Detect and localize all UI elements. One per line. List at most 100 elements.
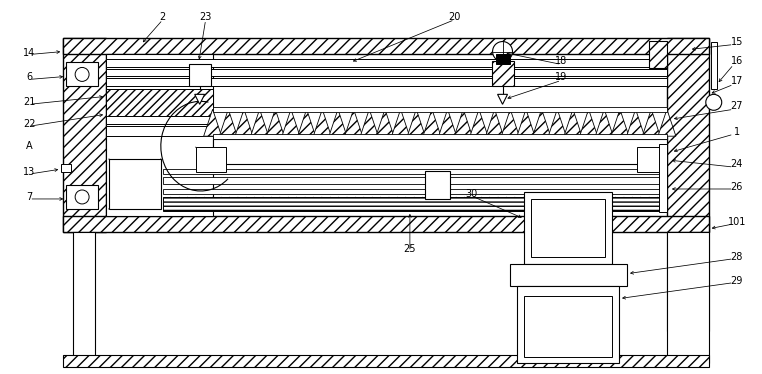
Polygon shape: [313, 109, 331, 136]
Bar: [425, 171, 450, 199]
Bar: [189, 64, 210, 86]
Bar: [163, 177, 667, 184]
Polygon shape: [642, 109, 660, 136]
Bar: [524, 192, 612, 264]
Polygon shape: [282, 109, 300, 136]
Bar: [524, 295, 612, 358]
Bar: [73, 232, 95, 364]
Bar: [711, 42, 717, 89]
Circle shape: [75, 190, 89, 204]
Bar: [66, 62, 98, 86]
Polygon shape: [658, 109, 676, 136]
Polygon shape: [517, 109, 535, 136]
Circle shape: [492, 42, 513, 61]
Bar: [667, 232, 709, 331]
Polygon shape: [344, 109, 363, 136]
Polygon shape: [470, 109, 488, 136]
Polygon shape: [392, 109, 410, 136]
Text: 29: 29: [731, 276, 743, 286]
Text: 101: 101: [728, 217, 746, 227]
Polygon shape: [203, 109, 222, 136]
Bar: [106, 55, 213, 216]
Bar: [109, 159, 161, 209]
Text: 15: 15: [731, 37, 743, 46]
Text: 1: 1: [734, 127, 740, 137]
Polygon shape: [533, 109, 551, 136]
Text: 16: 16: [731, 56, 743, 67]
Polygon shape: [408, 109, 425, 136]
Polygon shape: [235, 109, 253, 136]
Bar: [649, 40, 667, 68]
Text: 7: 7: [26, 192, 33, 202]
Polygon shape: [498, 94, 507, 104]
Text: 18: 18: [555, 56, 568, 67]
Bar: [213, 107, 667, 112]
Text: 13: 13: [23, 167, 36, 177]
Bar: [66, 185, 98, 209]
Polygon shape: [439, 109, 456, 136]
Text: 28: 28: [731, 252, 743, 262]
Text: 14: 14: [23, 47, 36, 58]
Polygon shape: [485, 109, 504, 136]
Text: 24: 24: [731, 159, 743, 169]
Polygon shape: [580, 109, 597, 136]
Bar: [517, 286, 619, 364]
Polygon shape: [564, 109, 582, 136]
Polygon shape: [626, 109, 645, 136]
Circle shape: [75, 67, 89, 82]
Polygon shape: [423, 109, 441, 136]
Bar: [106, 79, 667, 86]
Polygon shape: [611, 109, 629, 136]
Text: 27: 27: [731, 101, 743, 111]
Polygon shape: [595, 109, 613, 136]
Bar: [106, 89, 213, 116]
Bar: [213, 134, 667, 139]
Bar: [659, 144, 667, 212]
Text: 22: 22: [23, 119, 36, 129]
Bar: [63, 37, 106, 232]
Bar: [491, 61, 514, 86]
Text: 17: 17: [731, 76, 743, 86]
Polygon shape: [219, 109, 237, 136]
Polygon shape: [251, 109, 268, 136]
Text: 26: 26: [731, 182, 743, 192]
Text: 2: 2: [160, 12, 166, 22]
Text: 23: 23: [200, 12, 212, 22]
Bar: [106, 116, 213, 124]
Bar: [667, 232, 709, 364]
Circle shape: [706, 94, 722, 110]
Text: 30: 30: [466, 189, 478, 199]
Bar: [637, 147, 667, 172]
Bar: [163, 189, 667, 194]
Bar: [196, 147, 226, 172]
Text: 25: 25: [404, 244, 416, 254]
Polygon shape: [454, 109, 472, 136]
Bar: [213, 139, 667, 164]
Bar: [163, 169, 667, 174]
Polygon shape: [549, 109, 566, 136]
Bar: [495, 55, 510, 64]
Text: A: A: [26, 141, 33, 151]
Polygon shape: [195, 94, 205, 104]
Polygon shape: [501, 109, 519, 136]
Text: 6: 6: [26, 73, 32, 82]
Bar: [163, 197, 667, 211]
Bar: [106, 126, 213, 136]
Bar: [510, 264, 627, 286]
Text: 19: 19: [555, 73, 568, 82]
Bar: [106, 59, 667, 67]
Polygon shape: [298, 109, 315, 136]
Text: 21: 21: [23, 97, 36, 107]
Polygon shape: [329, 109, 347, 136]
Polygon shape: [376, 109, 394, 136]
Polygon shape: [360, 109, 378, 136]
Text: 20: 20: [449, 12, 461, 22]
Bar: [61, 164, 71, 172]
Bar: [531, 199, 605, 257]
Bar: [63, 37, 709, 55]
Bar: [106, 70, 667, 76]
Bar: [63, 216, 709, 232]
Bar: [63, 355, 709, 367]
Polygon shape: [267, 109, 284, 136]
Bar: [667, 37, 709, 232]
